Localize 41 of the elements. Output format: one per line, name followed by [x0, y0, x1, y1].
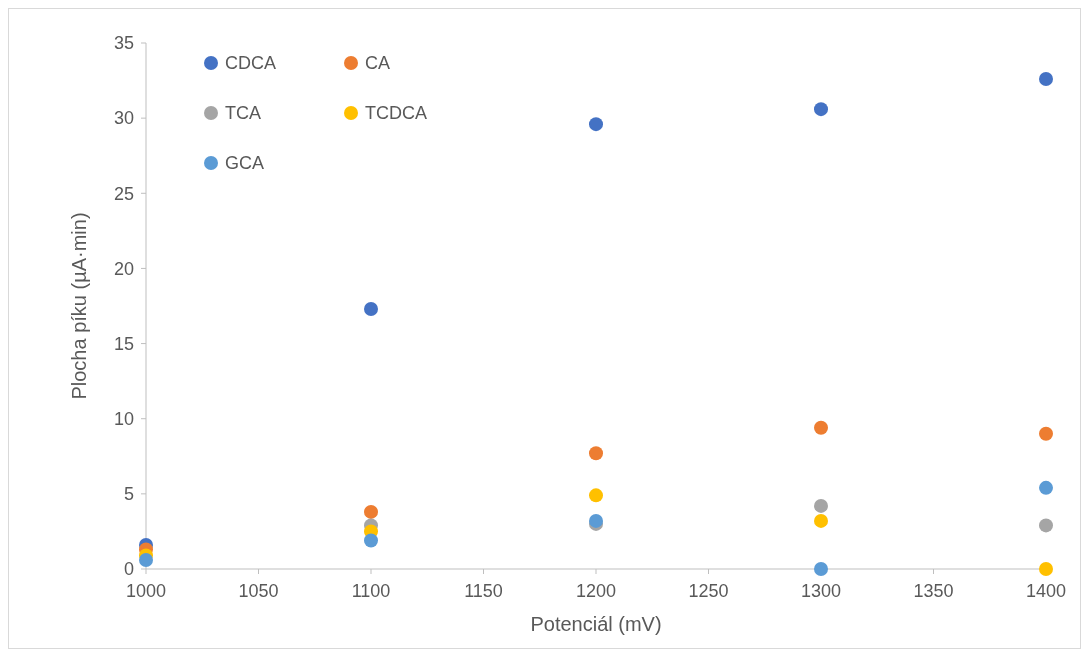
point [364, 504, 378, 519]
point [814, 498, 828, 513]
point [589, 446, 603, 461]
x-axis-title: Potenciál (mV) [530, 613, 662, 635]
point [1039, 72, 1053, 87]
point [364, 302, 378, 317]
point [589, 117, 603, 132]
y-tick-label: 30 [113, 108, 134, 129]
point [1039, 426, 1053, 441]
y-tick-label: 0 [123, 559, 134, 580]
point [1039, 562, 1053, 576]
x-tick-label: 1250 [688, 581, 729, 601]
point [1039, 518, 1053, 533]
legend-label: GCA [225, 153, 265, 174]
point [814, 513, 828, 528]
point [139, 552, 153, 567]
y-tick-label: 10 [113, 409, 134, 430]
point [814, 420, 828, 435]
x-tick-label: 1400 [1025, 581, 1067, 601]
point [1039, 480, 1053, 495]
legend-label: CDCA [225, 53, 277, 74]
y-tick-label: 25 [113, 183, 134, 204]
y-tick-label: 15 [113, 333, 134, 354]
legend-label: TCA [225, 103, 261, 124]
point [589, 488, 603, 503]
x-tick-label: 1150 [464, 581, 503, 601]
x-tick-label: 1000 [125, 581, 167, 601]
x-tick-label: 1050 [238, 581, 279, 601]
y-axis-title: Plocha píku (µA·min) [68, 212, 90, 400]
point [364, 533, 378, 548]
y-tick-label: 5 [123, 484, 134, 505]
y-tick-label: 35 [113, 33, 134, 54]
y-tick-label: 20 [113, 258, 134, 279]
legend-label: TCDCA [365, 103, 427, 124]
x-tick-label: 1350 [913, 581, 954, 601]
legend-label: CA [365, 53, 391, 74]
point [814, 102, 828, 117]
x-tick-label: 1300 [800, 581, 842, 601]
point [814, 562, 828, 576]
x-tick-label: 1100 [351, 581, 391, 601]
x-tick-label: 1200 [575, 581, 617, 601]
